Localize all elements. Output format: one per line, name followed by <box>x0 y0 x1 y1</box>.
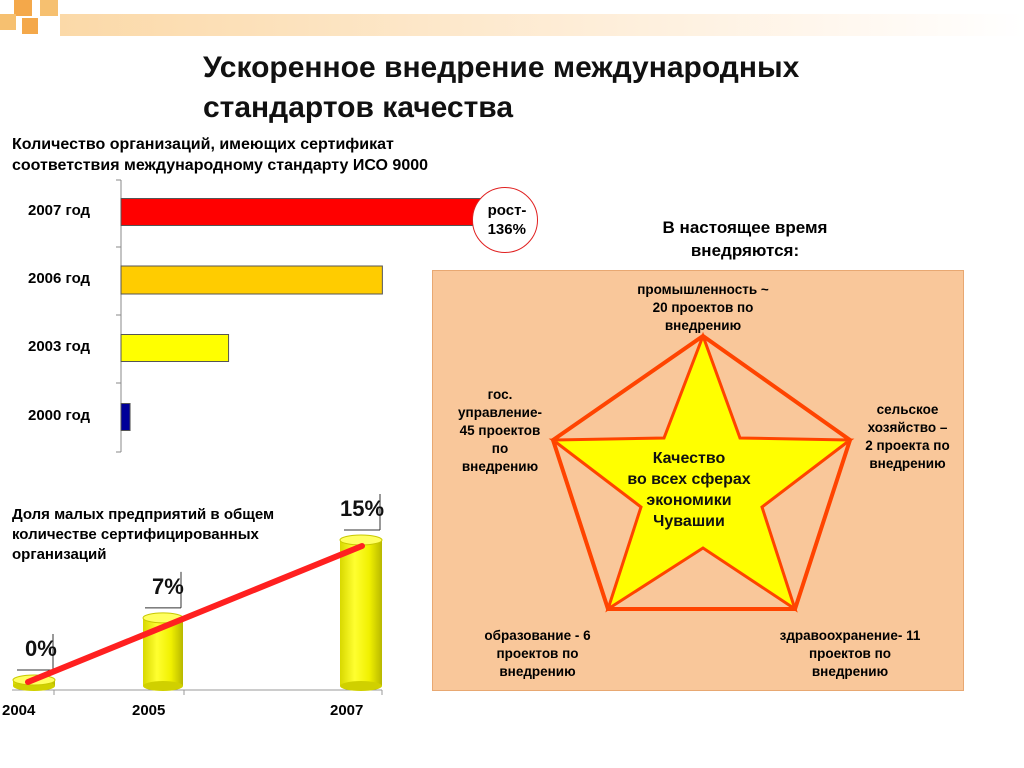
share-bar <box>13 680 55 686</box>
sector-left-line: управление- <box>458 405 542 420</box>
sector-left-line: по <box>491 441 509 456</box>
corner-decoration <box>0 0 1024 40</box>
share-value-label: 7% <box>152 573 184 599</box>
share-trend-line <box>25 543 365 685</box>
iso-chart-caption: Количество организаций, имеющих сертифик… <box>12 134 532 176</box>
iso-bar <box>120 403 131 431</box>
sector-right-line: внедрению <box>869 456 946 471</box>
sector-left-line: гос. <box>487 387 513 402</box>
share-year-label: 2007 <box>330 702 364 719</box>
share-chart-caption: Доля малых предприятий в общем количеств… <box>12 505 342 565</box>
sector-top-line: промышленность ~ <box>637 282 769 297</box>
share-caption-line-1: Доля малых предприятий в общем <box>12 506 275 523</box>
share-bar <box>340 540 382 686</box>
share-bar-top <box>339 534 383 546</box>
iso-bar-label: 2000 год <box>28 407 91 424</box>
sector-top-line: 20 проектов по <box>652 300 754 315</box>
sector-right-line: 2 проекта по <box>865 438 950 453</box>
growth-line-1: рост- <box>487 202 527 219</box>
star-heading: В настоящее время внедряются: <box>650 216 840 262</box>
iso-bar <box>120 334 230 362</box>
sector-right-line: хозяйство – <box>867 420 948 435</box>
sector-bottom-right-line: здравоохранение- 11 <box>779 628 921 643</box>
center-line-3: экономики <box>646 492 732 509</box>
share-bar-base <box>143 681 183 691</box>
sector-bottom-left: образование - 6 проектов по внедрению <box>455 627 620 681</box>
share-value-label: 0% <box>25 636 57 661</box>
center-line-1: Качество <box>652 450 726 467</box>
iso-bar-label: 2003 год <box>28 338 91 355</box>
sector-left: гос. управление- 45 проектов по внедрени… <box>438 386 562 476</box>
center-line-4: Чувашии <box>653 513 725 530</box>
share-year-label: 2005 <box>132 702 166 719</box>
iso-bar <box>120 198 484 226</box>
sector-left-line: внедрению <box>461 459 539 474</box>
share-bar-top <box>12 674 56 686</box>
sector-left-line: 45 проектов <box>459 423 541 438</box>
share-year-label: 2004 <box>2 702 36 719</box>
sector-bottom-right-line: внедрению <box>811 664 889 679</box>
growth-badge: рост- 136% <box>472 187 538 253</box>
iso-caption-line-1: Количество организаций, имеющих сертифик… <box>12 136 394 153</box>
share-value-label: 15% <box>340 496 385 521</box>
page-title: Ускоренное внедрение международных станд… <box>203 51 800 124</box>
sector-top: промышленность ~ 20 проектов по внедрени… <box>613 281 793 335</box>
iso-bar <box>120 265 383 295</box>
share-bar-base <box>340 681 382 691</box>
share-bar-top <box>142 612 184 624</box>
iso-caption-line-2: соответствия международному стандарту ИС… <box>12 157 429 174</box>
share-bar <box>143 617 183 686</box>
share-bar-base <box>13 681 55 691</box>
growth-line-2: 136% <box>487 221 526 238</box>
sector-bottom-left-line: внедрению <box>499 664 576 679</box>
star-heading-line-2: внедряются: <box>690 241 800 260</box>
sector-top-line: внедрению <box>664 318 742 333</box>
star-heading-line-1: В настоящее время <box>662 218 828 237</box>
share-caption-line-2: количестве сертифицированных <box>12 526 259 543</box>
sector-bottom-right: здравоохранение- 11 проектов по внедрени… <box>755 627 945 681</box>
sector-bottom-left-line: проектов по <box>496 646 579 661</box>
star-center-text: Качество во всех сферах экономики Чуваши… <box>614 448 764 532</box>
iso-bar-label: 2007 год <box>28 202 91 219</box>
sector-bottom-right-line: проектов по <box>808 646 892 661</box>
iso-bar-label: 2006 год <box>28 270 91 287</box>
share-caption-line-3: организаций <box>12 546 107 563</box>
sector-bottom-left-line: образование - 6 <box>484 628 591 643</box>
sector-right: сельское хозяйство – 2 проекта по внедре… <box>850 401 965 473</box>
center-line-2: во всех сферах <box>627 471 751 488</box>
sector-right-line: сельское <box>876 402 939 417</box>
